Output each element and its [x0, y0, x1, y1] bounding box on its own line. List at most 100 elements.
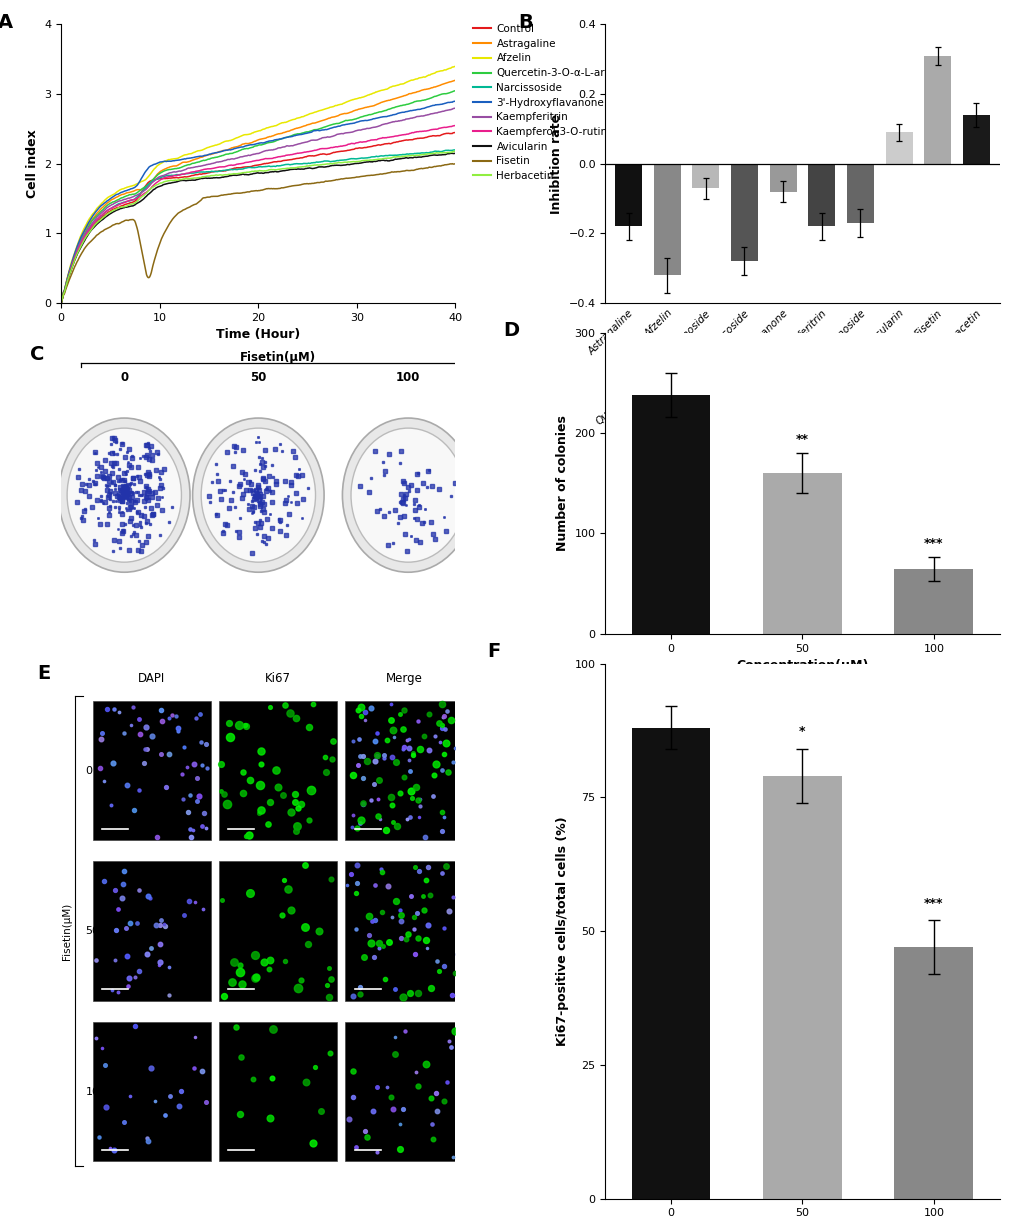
Afzelin — [268, 119, 280, 133]
Line: Quercetin-3-O-α-L-arabinoside: Quercetin-3-O-α-L-arabinoside — [61, 91, 455, 303]
Control — [55, 296, 67, 311]
Bar — [93, 1022, 211, 1161]
Text: C: C — [30, 345, 44, 364]
Text: 0: 0 — [120, 371, 128, 384]
Bar — [923, 56, 951, 164]
3'-Hydroxyflavanone — [439, 95, 451, 110]
Astragaline — [243, 136, 255, 150]
Afzelin — [378, 82, 390, 97]
Kaempferol-3-O-rutinoside — [245, 154, 257, 169]
Astragaline — [55, 296, 67, 311]
Text: 100: 100 — [395, 371, 420, 384]
Narcissoside — [268, 159, 280, 174]
Bar — [93, 861, 211, 1000]
Control — [243, 159, 255, 174]
Fisetin — [439, 158, 451, 172]
Control — [268, 154, 280, 169]
Kaempferol-3-O-rutinoside — [378, 131, 390, 146]
Astragaline — [439, 76, 451, 91]
3'-Hydroxyflavanone — [449, 94, 462, 109]
Control — [449, 125, 462, 139]
Text: 0: 0 — [86, 766, 93, 775]
Bar — [631, 728, 710, 1199]
Text: F: F — [486, 642, 499, 662]
Bar — [219, 1022, 337, 1161]
Avicularin — [268, 164, 280, 179]
Fisetin — [268, 181, 280, 196]
Ellipse shape — [58, 418, 190, 572]
Fisetin — [289, 179, 302, 193]
Afzelin — [289, 111, 302, 126]
Text: **: ** — [795, 433, 808, 446]
Text: 100: 100 — [86, 1086, 107, 1097]
Y-axis label: Number of colonies: Number of colonies — [555, 416, 569, 552]
Afzelin — [449, 59, 462, 73]
Bar — [962, 115, 989, 164]
Bar — [884, 132, 912, 164]
Avicularin — [449, 146, 462, 160]
Herbacetin — [439, 146, 451, 160]
Ellipse shape — [67, 428, 181, 563]
Astragaline — [449, 73, 462, 88]
Line: Kaempferitrin: Kaempferitrin — [61, 108, 455, 303]
3'-Hydroxyflavanone — [289, 128, 302, 143]
Kaempferitrin — [378, 116, 390, 131]
Y-axis label: Ki67-positive cells/total cells (%): Ki67-positive cells/total cells (%) — [555, 816, 569, 1046]
Kaempferitrin — [449, 100, 462, 115]
Line: Narcissoside: Narcissoside — [61, 150, 455, 303]
3'-Hydroxyflavanone — [245, 137, 257, 152]
Legend: Control, Astragaline, Afzelin, Quercetin-3-O-α-L-arabinoside, Narcissoside, 3'-H: Control, Astragaline, Afzelin, Quercetin… — [472, 24, 655, 181]
Kaempferitrin — [268, 142, 280, 157]
Quercetin-3-O-α-L-arabinoside — [449, 83, 462, 98]
Kaempferol-3-O-rutinoside — [439, 120, 451, 135]
Astragaline — [289, 121, 302, 136]
X-axis label: Time (Hour): Time (Hour) — [216, 329, 301, 341]
Text: D: D — [502, 320, 519, 340]
Quercetin-3-O-α-L-arabinoside — [55, 296, 67, 311]
Bar — [344, 1022, 463, 1161]
Bar — [344, 701, 463, 840]
Control — [289, 152, 302, 166]
Fisetin — [243, 185, 255, 199]
Ellipse shape — [193, 418, 324, 572]
Astragaline — [245, 136, 257, 150]
Ellipse shape — [351, 428, 465, 563]
Narcissoside — [378, 148, 390, 163]
Herbacetin — [289, 160, 302, 175]
Afzelin — [55, 296, 67, 311]
3'-Hydroxyflavanone — [55, 296, 67, 311]
Control — [439, 126, 451, 141]
Avicularin — [289, 161, 302, 176]
Text: Fisetin(μM): Fisetin(μM) — [239, 351, 316, 364]
Fisetin — [55, 296, 67, 311]
Control — [245, 159, 257, 174]
Astragaline — [378, 94, 390, 109]
Ellipse shape — [342, 418, 474, 572]
Text: DAPI: DAPI — [139, 671, 165, 685]
Line: Afzelin: Afzelin — [61, 66, 455, 303]
Y-axis label: Cell index: Cell index — [25, 130, 39, 198]
Kaempferol-3-O-rutinoside — [289, 147, 302, 161]
Avicularin — [445, 146, 458, 160]
Kaempferol-3-O-rutinoside — [268, 150, 280, 165]
Kaempferitrin — [289, 137, 302, 152]
Kaempferitrin — [245, 148, 257, 163]
3'-Hydroxyflavanone — [243, 138, 255, 153]
Line: 3'-Hydroxyflavanone: 3'-Hydroxyflavanone — [61, 102, 455, 303]
X-axis label: Concentration(μM): Concentration(μM) — [736, 659, 868, 673]
Line: Kaempferol-3-O-rutinoside: Kaempferol-3-O-rutinoside — [61, 126, 455, 303]
Fisetin — [449, 157, 462, 171]
Narcissoside — [289, 157, 302, 171]
Fisetin — [445, 157, 458, 171]
Bar — [762, 775, 841, 1199]
Y-axis label: Inhibition rate: Inhibition rate — [549, 114, 562, 214]
Narcissoside — [439, 143, 451, 158]
Herbacetin — [449, 144, 462, 159]
Text: 50: 50 — [86, 926, 100, 936]
Avicularin — [243, 168, 255, 182]
Bar — [894, 569, 972, 634]
Bar — [93, 701, 211, 840]
Bar — [344, 861, 463, 1000]
Bar — [762, 473, 841, 634]
Narcissoside — [245, 160, 257, 175]
